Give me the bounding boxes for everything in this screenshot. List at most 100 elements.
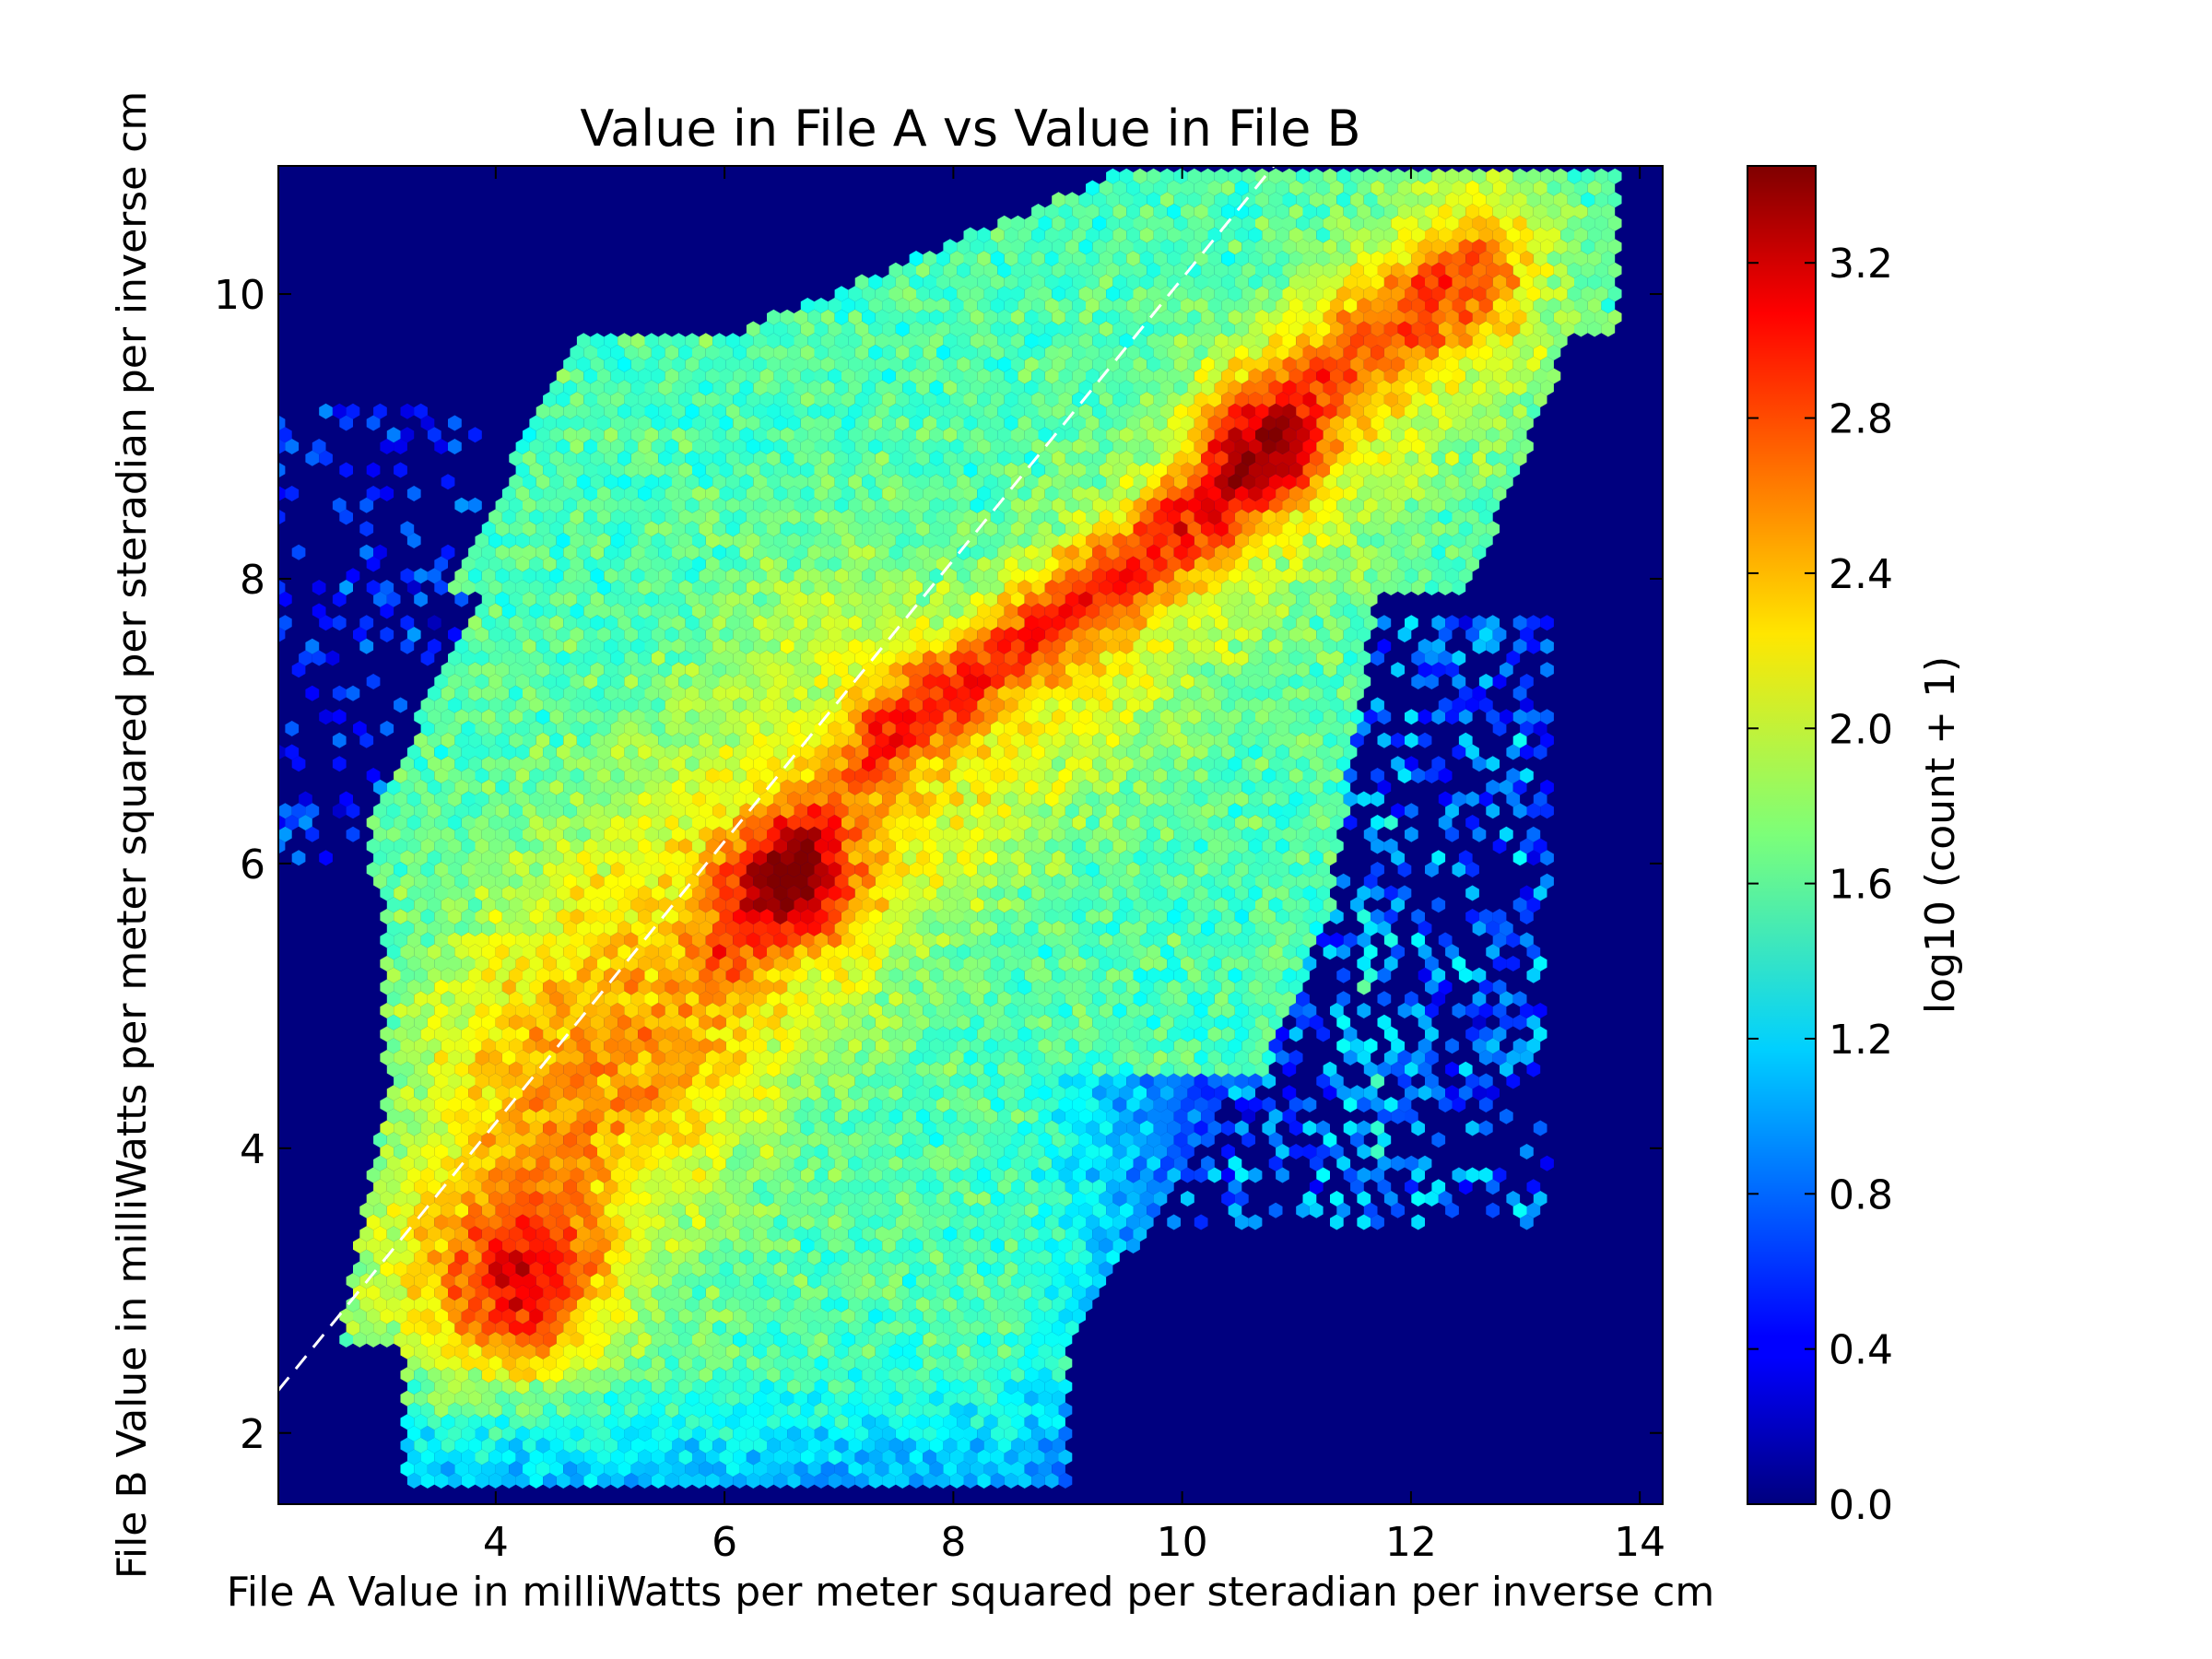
hex-cell — [1004, 1238, 1018, 1253]
hex-cell — [1092, 944, 1107, 960]
hex-cell — [570, 932, 584, 948]
hex-cell — [380, 1003, 394, 1018]
hex-cell — [678, 932, 692, 948]
hex-cell — [854, 885, 869, 901]
hex-cell — [834, 1390, 849, 1406]
hex-cell — [1418, 920, 1432, 936]
hex-cell — [895, 1026, 910, 1042]
hex-cell — [828, 1167, 841, 1183]
hex-cell — [787, 1379, 801, 1394]
hex-cell — [848, 873, 863, 889]
hex-cell — [400, 1390, 415, 1406]
hex-cell — [678, 1473, 692, 1488]
hex-cell — [501, 1167, 516, 1183]
hex-cell — [923, 1308, 936, 1324]
hex-cell — [882, 885, 896, 901]
hex-cell — [597, 956, 611, 971]
hex-cell — [1228, 1085, 1242, 1101]
hex-cell — [773, 862, 788, 877]
hex-cell — [848, 1390, 863, 1406]
hex-cell — [997, 967, 1011, 983]
hex-cell — [1086, 1238, 1100, 1253]
hex-cell — [665, 1214, 679, 1230]
hex-cell — [759, 885, 774, 901]
hex-cell — [406, 862, 421, 877]
hex-cell — [862, 873, 876, 889]
hex-cell — [515, 1238, 530, 1253]
hex-cell — [1018, 1097, 1032, 1112]
hex-cell — [746, 979, 760, 995]
hex-cell — [997, 944, 1011, 960]
hex-cell — [773, 1026, 788, 1042]
hex-cell — [556, 956, 571, 971]
hex-cell — [386, 1320, 401, 1336]
hex-cell — [977, 979, 991, 995]
hex-cell — [353, 1238, 367, 1253]
hex-cell — [1241, 1085, 1255, 1101]
hex-cell — [834, 991, 849, 1007]
hex-cell — [529, 1026, 544, 1042]
hex-cell — [936, 1308, 950, 1324]
hex-cell — [1065, 897, 1079, 913]
hex-cell — [1173, 944, 1188, 960]
hex-cell — [970, 1296, 984, 1312]
hex-cell — [685, 1249, 700, 1265]
hex-cell — [983, 873, 998, 889]
hex-cell — [543, 1026, 557, 1042]
hex-cell — [943, 897, 958, 913]
hex-cell — [1160, 967, 1174, 983]
hex-cell — [535, 1061, 550, 1077]
hex-cell — [767, 1273, 781, 1289]
hex-cell — [719, 1026, 734, 1042]
hex-cell — [1371, 1120, 1384, 1136]
hex-cell — [923, 1120, 936, 1136]
hex-cell — [943, 1202, 958, 1218]
hex-cell — [380, 1238, 394, 1253]
hex-cell — [590, 1273, 605, 1289]
hex-cell — [1228, 897, 1242, 913]
hex-cell — [875, 1179, 889, 1195]
hex-cell — [556, 862, 571, 877]
hex-cell — [1478, 1097, 1493, 1112]
hex-cell — [604, 1132, 618, 1148]
hex-cell — [970, 1390, 984, 1406]
hex-cell — [400, 1179, 415, 1195]
hex-cell — [882, 1449, 896, 1465]
hex-cell — [712, 1343, 726, 1359]
hex-cell — [814, 885, 829, 901]
hex-cell — [1383, 838, 1398, 854]
hex-cell — [841, 1167, 855, 1183]
hex-cell — [712, 897, 726, 913]
hex-cell — [618, 991, 631, 1007]
hex-cell — [501, 885, 516, 901]
hex-cell — [949, 979, 964, 995]
hex-cell — [570, 862, 584, 877]
hex-cell — [665, 1332, 679, 1347]
hex-cell — [543, 1097, 557, 1112]
hex-cell — [481, 1461, 496, 1477]
hex-cell — [563, 1038, 577, 1054]
hex-cell — [644, 1061, 659, 1077]
hex-cell — [665, 1073, 679, 1089]
hex-cell — [814, 1003, 829, 1018]
hex-cell — [1044, 1120, 1059, 1136]
hex-cell — [868, 838, 883, 854]
hex-cell — [1492, 956, 1507, 971]
hex-cell — [488, 1144, 502, 1159]
hex-cell — [848, 1437, 863, 1453]
hex-cell — [618, 873, 631, 889]
hex-cell — [1167, 1003, 1181, 1018]
hex-cell — [936, 1144, 950, 1159]
hex-cell — [773, 1379, 788, 1394]
hex-cell — [1526, 897, 1541, 913]
hex-cell — [515, 1332, 530, 1347]
hex-cell — [862, 1038, 876, 1054]
hex-cell — [1153, 1120, 1168, 1136]
hex-cell — [1262, 885, 1277, 901]
hex-cell — [414, 1108, 428, 1124]
hex-cell — [665, 1238, 679, 1253]
hex-cell — [420, 1003, 435, 1018]
hex-cell — [1343, 1097, 1358, 1112]
hex-cell — [1078, 897, 1093, 913]
hex-cell — [983, 1202, 998, 1218]
